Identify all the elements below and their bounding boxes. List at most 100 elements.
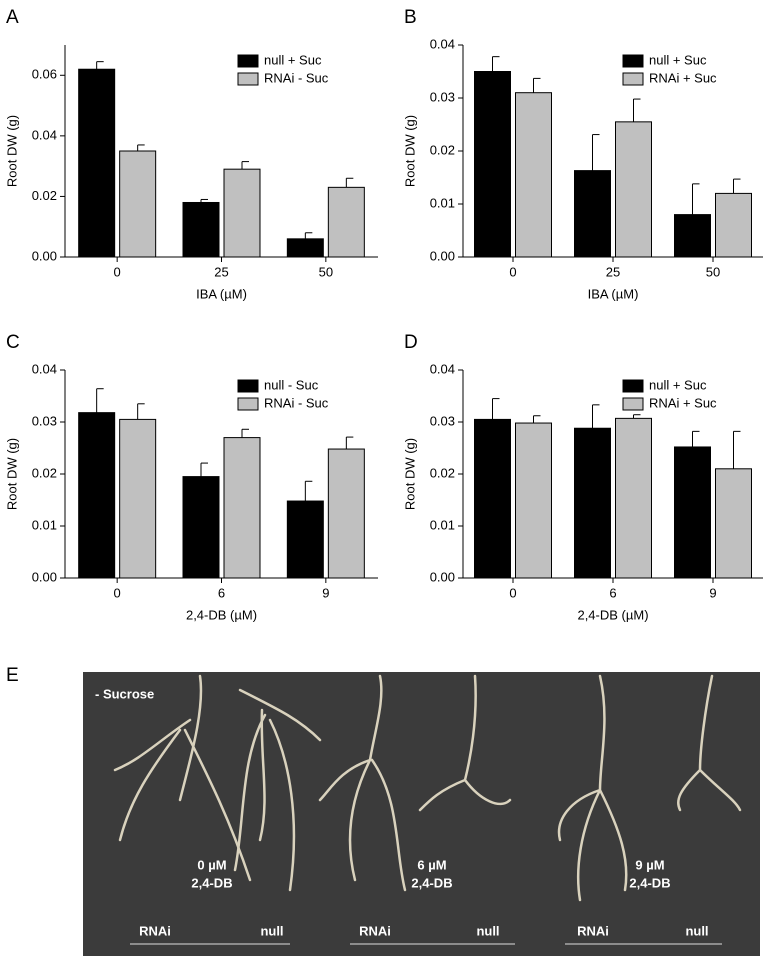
bar (574, 170, 611, 258)
legend-swatch (622, 397, 644, 411)
legend-label: RNAi + Suc (649, 70, 717, 85)
panel-label: E (6, 665, 19, 686)
chart: B 0.00 0.01 0.02 0.03 0.04 Root DW (g) IBA (µM)… (402, 7, 763, 301)
legend-swatch (622, 54, 644, 68)
bar (182, 201, 220, 258)
bar (286, 238, 324, 258)
bar (119, 418, 157, 579)
line-label: RNAi (139, 923, 171, 938)
legend-swatch (237, 54, 259, 68)
bar (327, 186, 365, 258)
y-tick-label: 0.04 (430, 36, 455, 51)
y-tick-label: 0.02 (430, 465, 455, 480)
seedlings (113, 674, 742, 902)
y-tick-label: 0.04 (32, 361, 57, 376)
x-tick-label: 50 (319, 264, 333, 279)
y-axis-label: Root DW (g) (4, 438, 19, 510)
bar (223, 168, 261, 258)
x-tick-label: 25 (606, 264, 620, 279)
y-tick-label: 0.00 (32, 248, 57, 263)
legend-label: RNAi + Suc (649, 395, 717, 410)
photo (83, 672, 760, 956)
bar (286, 500, 324, 579)
bar (574, 427, 611, 579)
legend-label: RNAi - Suc (264, 395, 329, 410)
y-tick-label: 0.03 (430, 89, 455, 104)
y-tick-label: 0.04 (32, 127, 57, 142)
x-axis-label: IBA (µM) (196, 286, 247, 301)
chart: D 0.00 0.01 0.02 0.03 0.04 Root DW (g) 2,4-DB (… (402, 332, 763, 622)
y-tick-label: 0.01 (430, 517, 455, 532)
legend-swatch (237, 379, 259, 393)
x-tick-label: 6 (218, 585, 225, 600)
legend-swatch (237, 397, 259, 411)
line-label: RNAi (359, 923, 391, 938)
legend-label: null + Suc (649, 377, 707, 392)
panel-label: C (6, 332, 20, 353)
y-axis-label: Root DW (g) (4, 115, 19, 187)
y-tick-label: 0.00 (430, 248, 455, 263)
compound-label: 2,4-DB (191, 875, 232, 890)
x-tick-label: 0 (509, 585, 516, 600)
panel-label: A (6, 7, 19, 28)
x-axis-label: IBA (µM) (588, 286, 639, 301)
bar (515, 422, 552, 579)
y-tick-label: 0.03 (32, 413, 57, 428)
bar (715, 192, 752, 258)
y-axis-label: Root DW (g) (402, 115, 417, 187)
legend-swatch (622, 379, 644, 393)
bar (474, 418, 511, 579)
bar (78, 68, 116, 258)
bar (715, 468, 752, 579)
line-label: null (476, 923, 499, 938)
dose-label: 0 µM (197, 857, 226, 872)
y-tick-label: 0.02 (430, 142, 455, 157)
bar (182, 476, 220, 579)
bar (674, 214, 711, 258)
photo-panel: E - Sucrose (6, 665, 760, 956)
panel-label: D (404, 332, 418, 353)
line-label: null (685, 923, 708, 938)
x-tick-label: 9 (322, 585, 329, 600)
y-axis-label: Root DW (g) (402, 438, 417, 510)
bar (474, 71, 511, 258)
y-tick-label: 0.04 (430, 361, 455, 376)
y-tick-label: 0.03 (430, 413, 455, 428)
bar (674, 446, 711, 579)
panel-label: B (404, 7, 417, 28)
legend-label: null - Suc (264, 377, 319, 392)
bar (223, 437, 261, 579)
y-tick-label: 0.00 (430, 569, 455, 584)
chart: A 0.00 0.02 0.04 0.06 Root DW (g) IBA (µM) 0 25 5… (4, 7, 378, 301)
line-label: null (260, 923, 283, 938)
y-tick-label: 0.02 (32, 465, 57, 480)
x-tick-label: 50 (706, 264, 720, 279)
x-tick-label: 0 (114, 264, 121, 279)
line-label: RNAi (577, 923, 609, 938)
y-tick-label: 0.01 (32, 517, 57, 532)
dose-label: 9 µM (635, 857, 664, 872)
bar (615, 417, 652, 579)
x-axis-label: 2,4-DB (µM) (186, 607, 257, 622)
bar (119, 150, 157, 258)
bar (78, 412, 116, 579)
y-tick-label: 0.02 (32, 188, 57, 203)
x-tick-label: 9 (709, 585, 716, 600)
legend-swatch (237, 72, 259, 86)
dose-label: 6 µM (417, 857, 446, 872)
y-tick-label: 0.01 (430, 195, 455, 210)
legend-swatch (622, 72, 644, 86)
compound-label: 2,4-DB (411, 875, 452, 890)
x-tick-label: 0 (114, 585, 121, 600)
compound-label: 2,4-DB (629, 875, 670, 890)
legend-label: null + Suc (264, 52, 322, 67)
x-tick-label: 0 (509, 264, 516, 279)
x-tick-label: 6 (609, 585, 616, 600)
bar (327, 448, 365, 579)
y-tick-label: 0.06 (32, 67, 57, 82)
x-tick-label: 25 (214, 264, 228, 279)
legend-label: null + Suc (649, 52, 707, 67)
chart: C 0.00 0.01 0.02 0.03 0.04 Root DW (g) 2,4-DB (… (4, 332, 378, 622)
